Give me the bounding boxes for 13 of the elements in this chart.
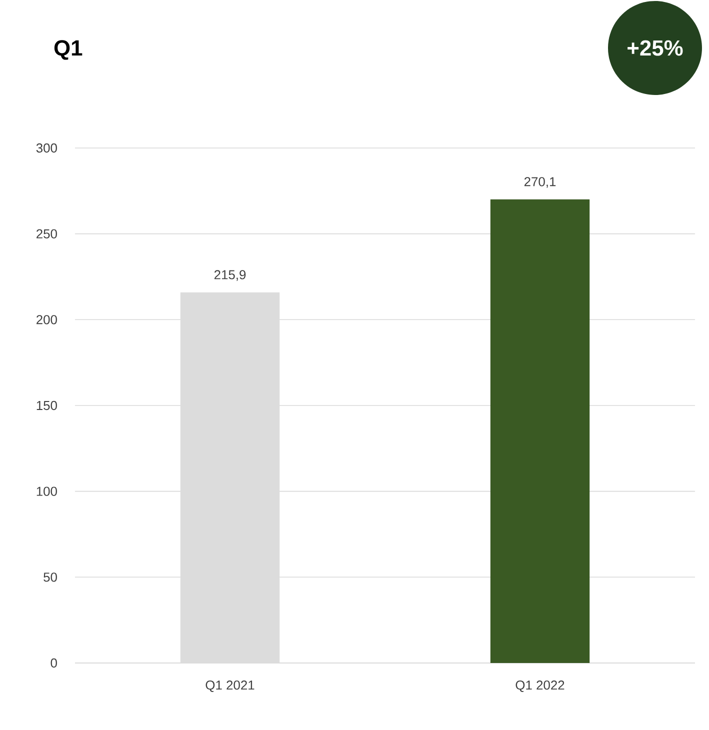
y-tick-label: 150: [36, 400, 57, 410]
y-tick-label: 50: [44, 572, 57, 582]
x-tick-label: Q1 2022: [516, 680, 564, 692]
y-tick-label: 0: [50, 658, 57, 668]
y-tick-label: 300: [36, 143, 57, 153]
y-tick-label: 100: [36, 486, 57, 496]
y-tick-label: 250: [36, 229, 57, 238]
text: +25%: [628, 40, 683, 56]
data-label: 215,9: [214, 270, 246, 281]
data-label: 270,1: [524, 177, 556, 188]
y-tick-label: 200: [36, 315, 57, 324]
x-tick-label: Q1 2021: [206, 680, 254, 692]
chart-title: Q1: [54, 40, 82, 60]
